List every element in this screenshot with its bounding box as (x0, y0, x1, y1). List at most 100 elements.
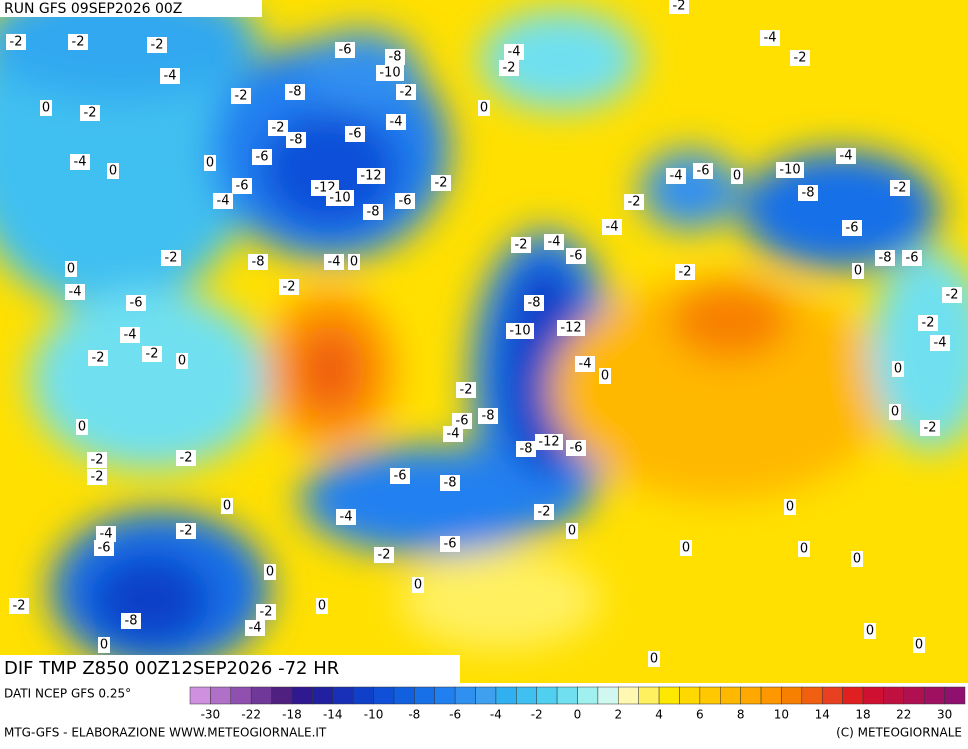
legend-label: 6 (696, 708, 704, 722)
contour-label: -2 (456, 382, 476, 398)
contour-label-box (324, 254, 344, 270)
contour-label-box (602, 219, 622, 235)
contour-label-box (535, 434, 563, 450)
contour-label-box (511, 237, 531, 253)
contour-label: -2 (87, 469, 107, 485)
contour-label-box (599, 368, 611, 384)
legend-swatch (597, 686, 619, 705)
contour-value: -8 (125, 614, 138, 629)
contour-label-box (431, 175, 451, 191)
contour-label-box (390, 468, 410, 484)
contour-label-box (920, 420, 940, 436)
contour-label-box (286, 132, 306, 148)
contour-label-box (443, 426, 463, 442)
contour-label-box (176, 450, 196, 466)
contour-label-box (516, 441, 536, 457)
contour-label: -6 (335, 42, 355, 58)
contour-label: -2 (68, 34, 88, 50)
contour-value: -2 (503, 61, 516, 76)
contour-label-box (147, 37, 167, 53)
contour-value: 0 (350, 255, 358, 270)
contour-value: -4 (328, 255, 341, 270)
contour-value: -2 (628, 195, 641, 210)
legend-label: -4 (490, 708, 502, 722)
legend-label: 2 (614, 708, 622, 722)
legend-swatch (352, 686, 374, 705)
contour-value: -2 (91, 470, 104, 485)
legend-swatch (821, 686, 843, 705)
contour-value: 0 (786, 500, 794, 515)
contour-value: -4 (579, 357, 592, 372)
contour-label: -2 (279, 279, 299, 295)
legend-swatch (556, 686, 578, 705)
legend-label: 22 (896, 708, 911, 722)
contour-label: 0 (40, 100, 52, 116)
contour-value: -2 (922, 316, 935, 331)
contour-label: 0 (852, 263, 864, 279)
contour-value: -8 (520, 442, 533, 457)
contour-label-box (87, 452, 107, 468)
contour-value: -8 (879, 251, 892, 266)
legend-swatch (903, 686, 925, 705)
contour-value: -2 (260, 605, 273, 620)
contour-label: -2 (890, 180, 910, 196)
contour-label: -2 (176, 523, 196, 539)
contour-label-box (842, 220, 862, 236)
contour-label-box (440, 536, 460, 552)
contour-label-box (648, 651, 660, 667)
contour-label-box (669, 0, 689, 14)
contour-value: -2 (180, 451, 193, 466)
contour-label-box (624, 194, 644, 210)
legend-swatch (312, 686, 334, 705)
contour-label: -2 (942, 287, 962, 303)
contour-value: -2 (72, 35, 85, 50)
contour-label-box (731, 168, 743, 184)
contour-value: -8 (252, 255, 265, 270)
contour-value: -4 (69, 285, 82, 300)
contour-label: -8 (798, 185, 818, 201)
contour-label-box (94, 540, 114, 556)
contour-label-box (680, 540, 692, 556)
contour-label: -4 (504, 44, 524, 60)
contour-value: -2 (894, 181, 907, 196)
contour-label-box (864, 623, 876, 639)
legend-label: 0 (574, 708, 582, 722)
contour-label-box (456, 382, 476, 398)
contour-label: -2 (396, 84, 416, 100)
contour-value: -10 (329, 191, 350, 206)
contour-label-box (70, 154, 90, 170)
contour-label: -8 (478, 408, 498, 424)
contour-label: -4 (213, 193, 233, 209)
contour-label-box (65, 261, 77, 277)
contour-value: -8 (444, 476, 457, 491)
legend-swatch (516, 686, 537, 705)
contour-label: 0 (176, 353, 188, 369)
contour-label: -6 (566, 248, 586, 264)
contour-label: 0 (798, 541, 810, 557)
contour-label-box (890, 180, 910, 196)
contour-value: -2 (946, 288, 959, 303)
contour-value: -8 (482, 409, 495, 424)
contour-label: 0 (348, 254, 360, 270)
contour-value: 0 (206, 156, 214, 171)
contour-value: -10 (379, 66, 400, 81)
contour-label-box (499, 60, 519, 76)
contour-label-box (160, 68, 180, 84)
contour-label: -6 (566, 440, 586, 456)
contour-label: -2 (231, 88, 251, 104)
contour-value: -6 (570, 441, 583, 456)
contour-label: 0 (648, 651, 660, 667)
contour-value: 0 (100, 638, 108, 653)
legend-swatch (923, 686, 945, 705)
contour-label-box (385, 49, 405, 65)
color-legend: -30 -22 -18 -14 -10 -8 -6 -4 -2 0 2 4 6 8 10 14 18 22 30 (189, 686, 966, 722)
legend-swatch (740, 686, 762, 705)
contour-value: 0 (266, 565, 274, 580)
contour-label-box (889, 404, 901, 420)
contour-label-box (98, 637, 110, 653)
contour-value: -2 (13, 599, 26, 614)
legend-swatch (536, 686, 558, 705)
legend-swatch (434, 686, 456, 705)
contour-label-box (776, 162, 804, 178)
